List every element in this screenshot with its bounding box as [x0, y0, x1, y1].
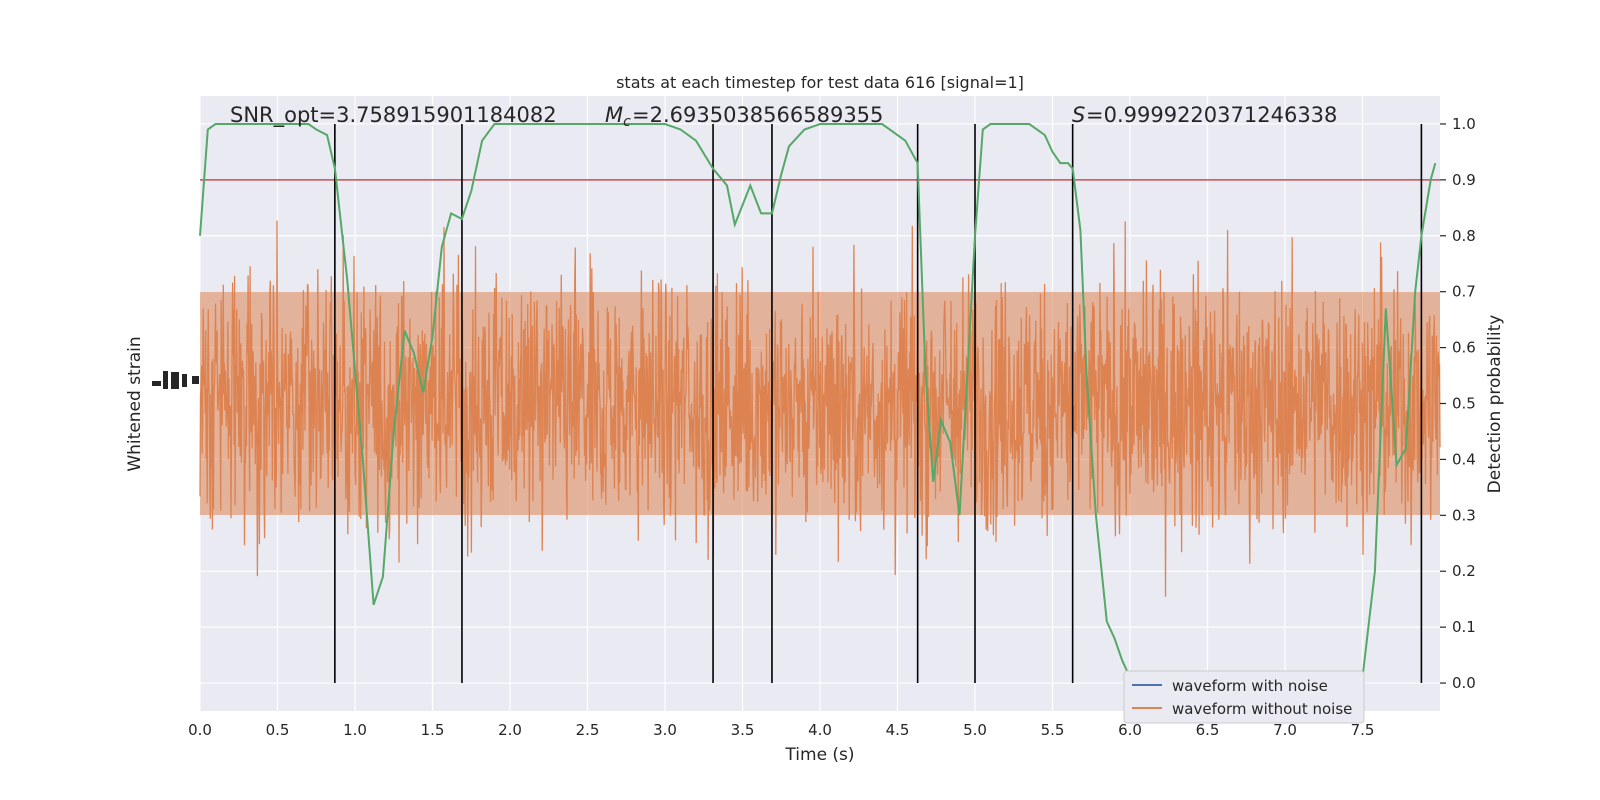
right-tick-label: 0.6	[1452, 339, 1476, 357]
right-tick-label: 1.0	[1452, 115, 1476, 133]
right-tick-label: 0.3	[1452, 506, 1476, 524]
right-tick-label: 0.4	[1452, 450, 1476, 468]
right-tick-label: 0.2	[1452, 562, 1476, 580]
x-axis-ticks: 0.0 0.5 1.0 1.5 2.0 2.5 3.0 3.5 4.0 4.5 5.0 5.5 6.0 6…	[188, 721, 1374, 739]
x-tick-label: 4.0	[808, 721, 832, 739]
right-tick-label: 0.1	[1452, 618, 1476, 636]
x-tick-label: 4.5	[886, 721, 910, 739]
x-tick-label: 2.0	[498, 721, 522, 739]
left-axis-label: Whitened strain	[125, 336, 145, 471]
x-tick-label: 0.0	[188, 721, 212, 739]
strain-noise-series	[199, 220, 1441, 597]
x-tick-label: 3.0	[653, 721, 677, 739]
s-symbol: S	[1072, 103, 1085, 127]
x-axis-label: Time (s)	[784, 745, 854, 765]
x-tick-label: 2.5	[576, 721, 600, 739]
right-axis-ticks: 0.0 0.1 0.2 0.3 0.4 0.5 0.6 0.7 0.8 0.9 1.0	[1440, 115, 1476, 692]
legend-label-with-noise: waveform with noise	[1172, 677, 1328, 695]
s-value: =0.9999220371246338	[1086, 103, 1337, 127]
legend-label-without-noise: waveform without noise	[1172, 700, 1352, 718]
x-tick-label: 6.0	[1118, 721, 1142, 739]
right-tick-label: 0.5	[1452, 395, 1476, 413]
left-axis-tick-cluster	[152, 371, 199, 389]
x-tick-label: 7.0	[1273, 721, 1297, 739]
x-tick-label: 3.5	[731, 721, 755, 739]
chirp-mass-value: =2.6935038566589355	[632, 103, 883, 127]
chirp-mass-annotation: Mc =2.6935038566589355	[605, 103, 883, 130]
legend: waveform with noise waveform without noi…	[1123, 670, 1365, 724]
x-tick-label: 6.5	[1196, 721, 1220, 739]
x-tick-label: 5.0	[963, 721, 987, 739]
strain-dense-band	[200, 291, 1440, 516]
x-tick-label: 7.5	[1351, 721, 1375, 739]
s-annotation: S =0.9999220371246338	[1072, 103, 1337, 127]
x-tick-label: 1.0	[343, 721, 367, 739]
chart-title: stats at each timestep for test data 616…	[616, 73, 1024, 92]
legend-box	[1123, 670, 1365, 724]
x-tick-label: 1.5	[421, 721, 445, 739]
snr-annotation: SNR_opt=3.758915901184082	[230, 103, 557, 128]
x-tick-label: 0.5	[266, 721, 290, 739]
right-axis-label: Detection probability	[1485, 315, 1505, 494]
x-tick-label: 5.5	[1041, 721, 1065, 739]
right-tick-label: 0.9	[1452, 171, 1476, 189]
right-tick-label: 0.8	[1452, 227, 1476, 245]
right-tick-label: 0.7	[1452, 283, 1476, 301]
right-tick-label: 0.0	[1452, 674, 1476, 692]
